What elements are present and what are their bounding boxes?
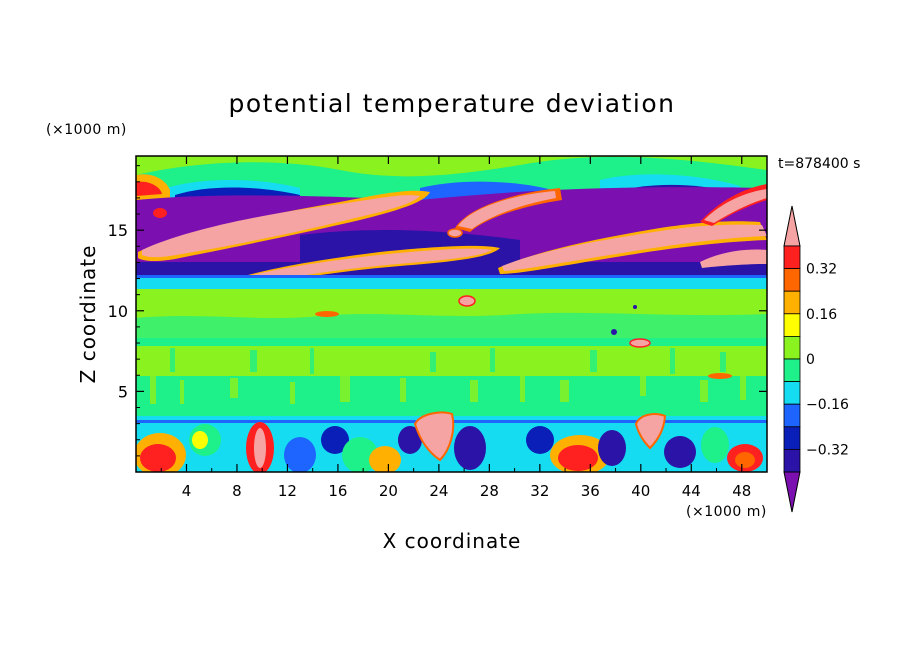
x-tick-label: 20 [379, 482, 398, 500]
x-axis: 4 8 12 16 20 24 28 32 36 40 44 48 [160, 156, 751, 500]
y-axis-unit: (×1000 m) [46, 122, 127, 138]
x-tick-label: 4 [182, 482, 192, 500]
x-tick-label: 40 [631, 482, 650, 500]
colorbar-label: 0 [806, 352, 815, 368]
colorbar-bin [783, 290, 801, 315]
x-tick-label: 16 [328, 482, 347, 500]
y-tick-label: 15 [108, 221, 128, 240]
colorbar-label: 0.32 [806, 262, 837, 278]
y-axis: 5 10 15 [108, 165, 767, 457]
colorbar-label: −0.32 [806, 442, 849, 458]
colorbar-label: 0.16 [806, 307, 837, 323]
x-tick-label: 12 [278, 482, 297, 500]
x-tick-label: 48 [732, 482, 751, 500]
colorbar-bin [783, 381, 801, 405]
x-tick-label: 8 [232, 482, 242, 500]
colorbar-bin [783, 245, 801, 270]
x-axis-unit: (×1000 m) [686, 504, 767, 520]
plot-frame [135, 155, 768, 473]
chart-title: potential temperature deviation [229, 89, 676, 118]
y-tick-label: 5 [118, 382, 128, 401]
colorbar-bin [783, 358, 801, 383]
y-axis-title: Z coordinate [76, 245, 100, 384]
colorbar-bin [783, 403, 801, 428]
colorbar-bin [783, 426, 801, 450]
x-tick-label: 32 [530, 482, 549, 500]
colorbar-label: −0.16 [806, 397, 849, 413]
colorbar-bin [783, 313, 801, 337]
time-label: t=878400 s [778, 156, 860, 172]
colorbar: 0.32 0.16 0 −0.16 −0.32 [783, 205, 849, 513]
colorbar-bin [783, 268, 801, 292]
colorbar-bin [783, 335, 801, 360]
x-tick-label: 28 [480, 482, 499, 500]
x-tick-label: 44 [682, 482, 701, 500]
x-tick-label: 36 [581, 482, 600, 500]
x-tick-label: 24 [429, 482, 448, 500]
heatmap-field [136, 156, 767, 472]
y-tick-label: 10 [108, 302, 128, 321]
colorbar-bin [783, 448, 801, 473]
x-axis-title: X coordinate [383, 529, 522, 553]
colorbar-max-arrow [783, 205, 801, 247]
colorbar-min-arrow [783, 471, 801, 513]
